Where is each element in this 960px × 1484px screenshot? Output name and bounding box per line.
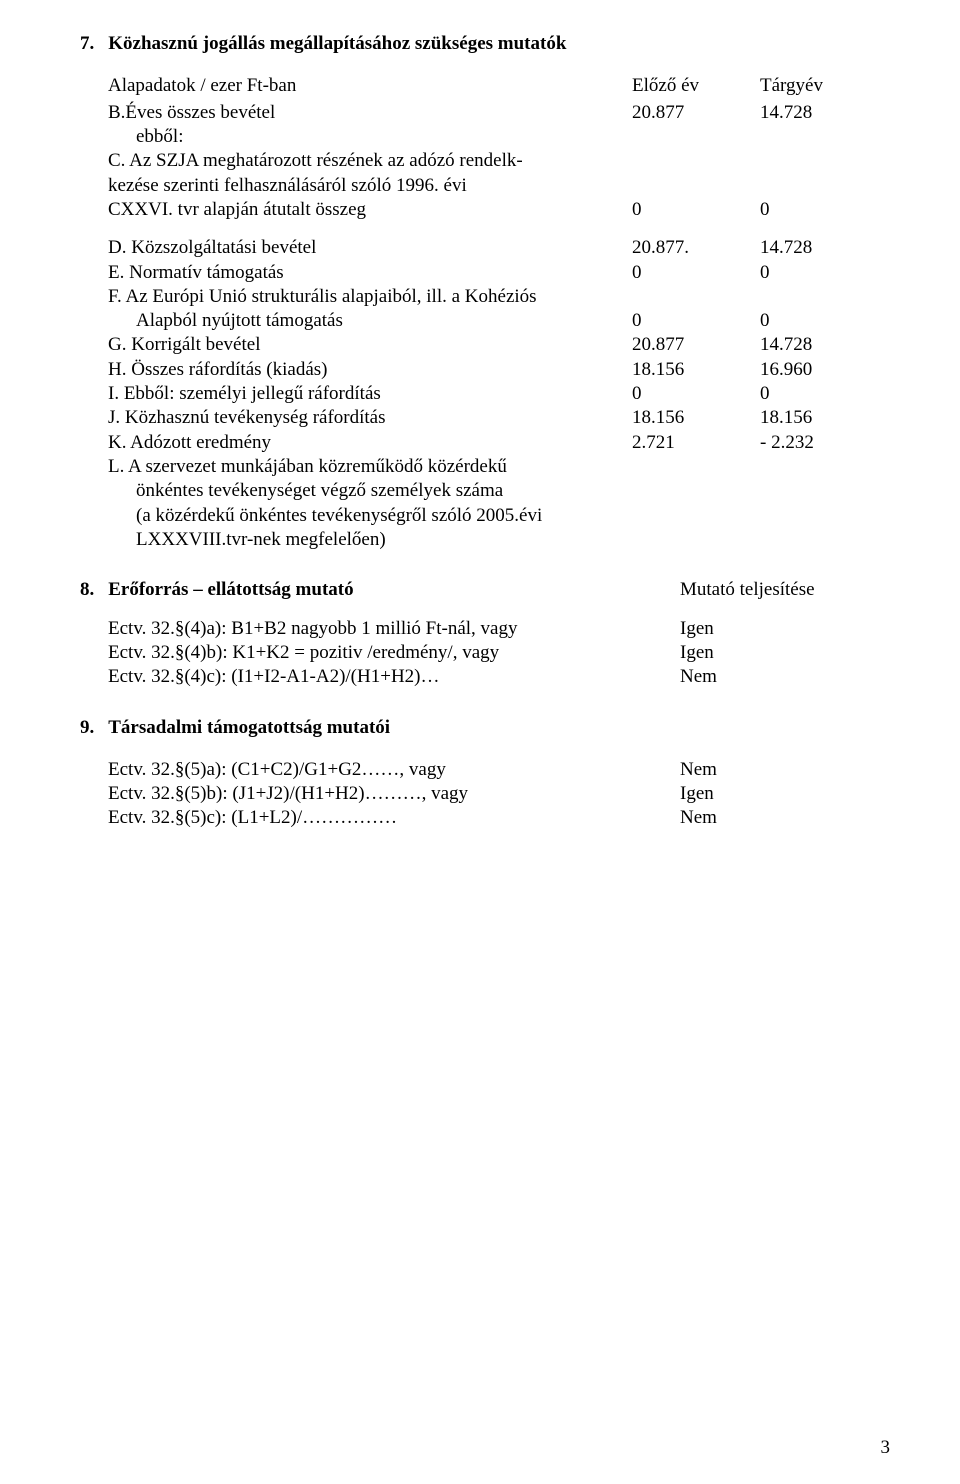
row-b: B.Éves összes bevétel 20.877 14.728 bbox=[108, 101, 880, 125]
row-e-curr: 0 bbox=[760, 261, 880, 285]
row-g-curr: 14.728 bbox=[760, 333, 880, 357]
page-number: 3 bbox=[881, 1436, 891, 1460]
row-9a: Ectv. 32.§(5)a): (C1+C2)/G1+G2……, vagy N… bbox=[108, 758, 880, 782]
row-j: J. Közhasznú tevékenység ráfordítás 18.1… bbox=[108, 406, 880, 430]
row-e-prev: 0 bbox=[632, 261, 752, 285]
row-l-line3: (a közérdekű önkéntes tevékenységről szó… bbox=[136, 504, 880, 528]
row-9b-label: Ectv. 32.§(5)b): (J1+J2)/(H1+H2)………, vag… bbox=[108, 782, 672, 806]
row-9c: Ectv. 32.§(5)c): (L1+L2)/…………… Nem bbox=[108, 806, 880, 830]
row-c-line2: kezése szerinti felhasználásáról szóló 1… bbox=[108, 174, 880, 198]
section-8-body: Ectv. 32.§(4)a): B1+B2 nagyobb 1 millió … bbox=[108, 617, 880, 690]
row-h-curr: 16.960 bbox=[760, 358, 880, 382]
section-7-body: Alapadatok / ezer Ft-ban Előző év Tárgyé… bbox=[108, 74, 880, 552]
row-9a-val: Nem bbox=[680, 758, 880, 782]
section-8-right-header: Mutató teljesítése bbox=[680, 578, 880, 602]
section-7-title: Közhasznú jogállás megállapításához szük… bbox=[108, 32, 566, 56]
row-k-curr: - 2.232 bbox=[760, 431, 880, 455]
row-i: I. Ebből: személyi jellegű ráfordítás 0 … bbox=[108, 382, 880, 406]
row-9b-val: Igen bbox=[680, 782, 880, 806]
row-8a-val: Igen bbox=[680, 617, 880, 641]
row-f-line1: F. Az Európi Unió strukturális alapjaibó… bbox=[108, 285, 880, 309]
section-7-heading: 7. Közhasznú jogállás megállapításához s… bbox=[80, 32, 880, 56]
row-j-label: J. Közhasznú tevékenység ráfordítás bbox=[108, 406, 624, 430]
row-h: H. Összes ráfordítás (kiadás) 18.156 16.… bbox=[108, 358, 880, 382]
row-k-prev: 2.721 bbox=[632, 431, 752, 455]
row-c-line1: C. Az SZJA meghatározott részének az adó… bbox=[108, 149, 880, 173]
section-7-number: 7. bbox=[80, 32, 94, 56]
row-c-last: CXXVI. tvr alapján átutalt összeg 0 0 bbox=[108, 198, 880, 222]
row-f-curr: 0 bbox=[760, 309, 880, 333]
header-prev-year: Előző év bbox=[632, 74, 752, 98]
row-l-line4: LXXXVIII.tvr-nek megfelelően) bbox=[136, 528, 880, 552]
row-g-prev: 20.877 bbox=[632, 333, 752, 357]
row-9c-val: Nem bbox=[680, 806, 880, 830]
row-j-prev: 18.156 bbox=[632, 406, 752, 430]
row-f-prev: 0 bbox=[632, 309, 752, 333]
row-9b: Ectv. 32.§(5)b): (J1+J2)/(H1+H2)………, vag… bbox=[108, 782, 880, 806]
row-k: K. Adózott eredmény 2.721 - 2.232 bbox=[108, 431, 880, 455]
section-9-body: Ectv. 32.§(5)a): (C1+C2)/G1+G2……, vagy N… bbox=[108, 758, 880, 831]
section-8-heading: 8. Erőforrás – ellátottság mutató bbox=[80, 578, 672, 602]
header-curr-year: Tárgyév bbox=[760, 74, 880, 98]
row-8a-label: Ectv. 32.§(4)a): B1+B2 nagyobb 1 millió … bbox=[108, 617, 672, 641]
section-9-number: 9. bbox=[80, 716, 94, 740]
row-g: G. Korrigált bevétel 20.877 14.728 bbox=[108, 333, 880, 357]
row-g-label: G. Korrigált bevétel bbox=[108, 333, 624, 357]
row-h-label: H. Összes ráfordítás (kiadás) bbox=[108, 358, 624, 382]
row-i-label: I. Ebből: személyi jellegű ráfordítás bbox=[108, 382, 624, 406]
row-9a-label: Ectv. 32.§(5)a): (C1+C2)/G1+G2……, vagy bbox=[108, 758, 672, 782]
row-8b-label: Ectv. 32.§(4)b): K1+K2 = pozitiv /eredmé… bbox=[108, 641, 672, 665]
row-j-curr: 18.156 bbox=[760, 406, 880, 430]
section-9-title: Társadalmi támogatottság mutatói bbox=[108, 716, 390, 740]
row-d-prev: 20.877. bbox=[632, 236, 752, 260]
row-8b: Ectv. 32.§(4)b): K1+K2 = pozitiv /eredmé… bbox=[108, 641, 880, 665]
document-page: 7. Közhasznú jogállás megállapításához s… bbox=[0, 0, 960, 1484]
header-label: Alapadatok / ezer Ft-ban bbox=[108, 74, 624, 98]
row-b-curr: 14.728 bbox=[760, 101, 880, 125]
row-8b-val: Igen bbox=[680, 641, 880, 665]
section-9-heading: 9. Társadalmi támogatottság mutatói bbox=[80, 716, 880, 740]
table-header-row: Alapadatok / ezer Ft-ban Előző év Tárgyé… bbox=[108, 74, 880, 98]
row-8c: Ectv. 32.§(4)c): (I1+I2-A1-A2)/(H1+H2)… … bbox=[108, 665, 880, 689]
row-c-prev: 0 bbox=[632, 198, 752, 222]
row-8c-val: Nem bbox=[680, 665, 880, 689]
section-8-number: 8. bbox=[80, 578, 94, 602]
row-i-prev: 0 bbox=[632, 382, 752, 406]
ebbol-label: ebből: bbox=[136, 125, 880, 149]
row-f-line2: Alapból nyújtott támogatás bbox=[136, 309, 624, 333]
row-8a: Ectv. 32.§(4)a): B1+B2 nagyobb 1 millió … bbox=[108, 617, 880, 641]
row-l-line2: önkéntes tevékenységet végző személyek s… bbox=[136, 479, 880, 503]
section-8-heading-row: 8. Erőforrás – ellátottság mutató Mutató… bbox=[80, 578, 880, 602]
row-f-last: Alapból nyújtott támogatás 0 0 bbox=[108, 309, 880, 333]
row-c-line3: CXXVI. tvr alapján átutalt összeg bbox=[108, 198, 624, 222]
row-k-label: K. Adózott eredmény bbox=[108, 431, 624, 455]
row-d: D. Közszolgáltatási bevétel 20.877. 14.7… bbox=[108, 236, 880, 260]
row-8c-label: Ectv. 32.§(4)c): (I1+I2-A1-A2)/(H1+H2)… bbox=[108, 665, 672, 689]
row-h-prev: 18.156 bbox=[632, 358, 752, 382]
row-e: E. Normatív támogatás 0 0 bbox=[108, 261, 880, 285]
row-d-curr: 14.728 bbox=[760, 236, 880, 260]
row-9c-label: Ectv. 32.§(5)c): (L1+L2)/…………… bbox=[108, 806, 672, 830]
row-l-line1: L. A szervezet munkájában közreműködő kö… bbox=[108, 455, 880, 479]
row-b-prev: 20.877 bbox=[632, 101, 752, 125]
row-b-label: B.Éves összes bevétel bbox=[108, 101, 624, 125]
row-i-curr: 0 bbox=[760, 382, 880, 406]
row-e-label: E. Normatív támogatás bbox=[108, 261, 624, 285]
row-d-label: D. Közszolgáltatási bevétel bbox=[108, 236, 624, 260]
row-c-curr: 0 bbox=[760, 198, 880, 222]
section-8-title: Erőforrás – ellátottság mutató bbox=[108, 578, 353, 602]
